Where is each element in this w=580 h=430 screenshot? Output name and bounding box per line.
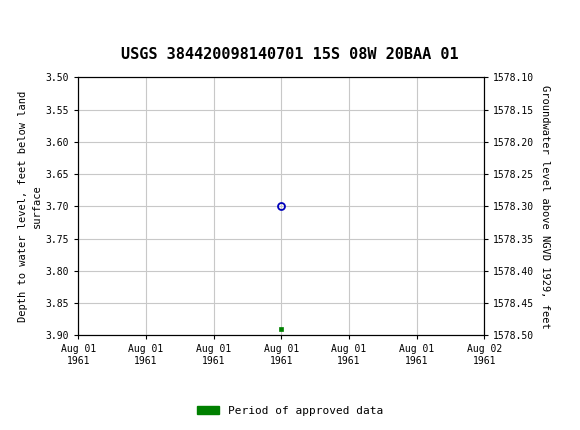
Legend: Period of approved data: Period of approved data — [193, 401, 387, 420]
Text: USGS 384420098140701 15S 08W 20BAA 01: USGS 384420098140701 15S 08W 20BAA 01 — [121, 47, 459, 62]
Y-axis label: Groundwater level above NGVD 1929, feet: Groundwater level above NGVD 1929, feet — [540, 85, 550, 328]
Text: USGS: USGS — [49, 12, 118, 33]
Y-axis label: Depth to water level, feet below land
surface: Depth to water level, feet below land su… — [19, 91, 42, 322]
